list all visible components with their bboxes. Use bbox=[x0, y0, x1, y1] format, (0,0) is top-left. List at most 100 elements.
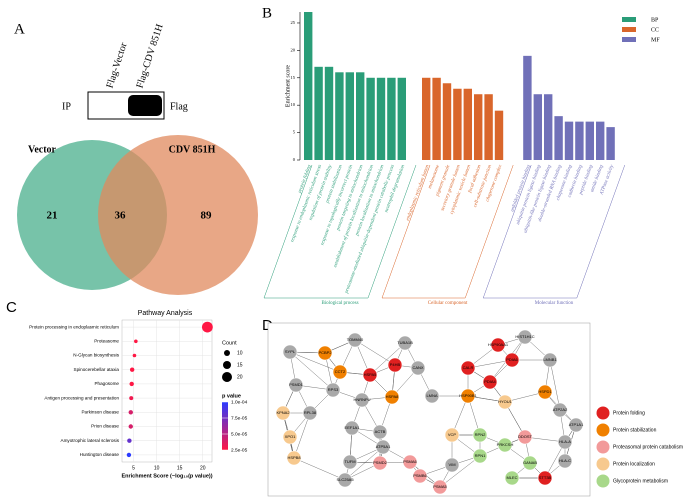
dot bbox=[129, 396, 134, 401]
node bbox=[557, 453, 573, 469]
y-tick-label: Antigen processing and presentation bbox=[44, 395, 119, 400]
y-tick-label: 0 bbox=[293, 157, 296, 162]
node bbox=[497, 394, 513, 410]
legend-label: 15 bbox=[237, 362, 243, 368]
x-tick-label: 5 bbox=[132, 465, 135, 471]
node bbox=[332, 364, 348, 380]
node bbox=[282, 344, 298, 360]
node bbox=[537, 384, 553, 400]
y-tick-label: Protein processing in endoplasmic reticu… bbox=[29, 324, 119, 329]
legend-title: Count bbox=[222, 340, 237, 346]
y-tick-label: Phagosome bbox=[94, 381, 119, 386]
edge bbox=[293, 457, 346, 481]
node-label: HYOU1 bbox=[498, 399, 513, 404]
node-label: TUBA1B bbox=[397, 340, 413, 345]
bar bbox=[463, 88, 472, 160]
node bbox=[397, 335, 413, 351]
legend-swatch bbox=[622, 17, 636, 22]
panel-letter: B bbox=[262, 5, 272, 21]
node-label: P4HB bbox=[390, 362, 401, 367]
dot bbox=[126, 452, 132, 458]
dot bbox=[129, 381, 134, 387]
node-label: RPN1 bbox=[475, 453, 486, 458]
x-tick-label: 20 bbox=[200, 465, 206, 471]
node bbox=[372, 455, 388, 471]
lane-label: Flag-Vector bbox=[105, 41, 130, 90]
legend-label: Proteasomal protein catabolism bbox=[613, 444, 683, 450]
node-label: VCP bbox=[448, 432, 457, 437]
node bbox=[504, 470, 520, 486]
lane-label: Flag-CDV 851H bbox=[135, 23, 166, 90]
node bbox=[387, 357, 403, 373]
bar bbox=[335, 72, 344, 160]
group-bracket bbox=[263, 164, 417, 299]
y-tick-label: Amyotrophic lateral sclerosis bbox=[61, 438, 120, 443]
node bbox=[337, 472, 353, 488]
node-label: ATP1A1 bbox=[569, 422, 584, 427]
node-label: HSPD1 bbox=[538, 389, 552, 394]
antibody-label: Flag bbox=[170, 101, 188, 112]
edge bbox=[344, 446, 384, 481]
bar bbox=[422, 77, 431, 160]
y-tick-label: N-Glycan biosynthesis bbox=[73, 353, 119, 358]
plot-bg bbox=[121, 319, 213, 463]
node-label: PDIA6 bbox=[506, 357, 518, 362]
node bbox=[375, 439, 391, 455]
node-label: ATP2A2 bbox=[553, 407, 568, 412]
bar bbox=[453, 88, 462, 160]
node-label: MLEC bbox=[506, 475, 517, 480]
node-label: HSPB8 bbox=[287, 455, 301, 460]
legend-label: Protein localization bbox=[613, 461, 655, 467]
bar bbox=[564, 121, 574, 160]
legend-title: p value bbox=[222, 393, 241, 399]
node-label: PSMD1 bbox=[289, 382, 304, 387]
legend-swatch bbox=[622, 27, 636, 32]
node-label: CANX bbox=[412, 365, 423, 370]
node bbox=[362, 367, 378, 383]
node bbox=[537, 470, 553, 486]
bar bbox=[442, 83, 452, 160]
y-tick-label: Proteasome bbox=[94, 339, 119, 344]
bar bbox=[585, 121, 594, 160]
bar bbox=[314, 66, 323, 160]
bar bbox=[544, 94, 553, 160]
node bbox=[472, 427, 488, 443]
node-label: STT3B bbox=[539, 475, 552, 480]
node-label: GANAB bbox=[523, 460, 537, 465]
panel-letter: C bbox=[6, 299, 17, 316]
bar bbox=[474, 94, 483, 160]
blot-band bbox=[128, 95, 162, 116]
bar bbox=[324, 66, 334, 160]
venn-set: CDV 851H bbox=[169, 144, 216, 155]
bar bbox=[376, 77, 386, 160]
edge bbox=[549, 359, 561, 411]
node-label: HLA-A bbox=[559, 439, 571, 444]
legend-dot bbox=[224, 350, 230, 356]
color-bar bbox=[222, 402, 228, 450]
node-label: PDIA4 bbox=[484, 379, 496, 384]
group-label: Cellular component bbox=[428, 301, 468, 306]
node bbox=[497, 437, 513, 453]
edge bbox=[354, 339, 396, 366]
node-label: LMNA bbox=[426, 393, 437, 398]
node-label: XPO1 bbox=[285, 434, 296, 439]
node-label: PSMD2 bbox=[373, 460, 388, 465]
node bbox=[542, 352, 558, 368]
venn-count: 36 bbox=[115, 210, 127, 222]
dot bbox=[129, 367, 135, 372]
bar bbox=[304, 12, 313, 160]
node bbox=[444, 457, 460, 473]
node bbox=[347, 332, 363, 348]
legend-label: CC bbox=[651, 27, 659, 33]
node-label: PRKCSH bbox=[497, 442, 514, 447]
y-tick-label: 5 bbox=[293, 130, 296, 135]
color-tick-label: 1.0e-04 bbox=[231, 399, 248, 405]
y-tick-label: 15 bbox=[291, 75, 296, 80]
bar bbox=[387, 77, 396, 160]
node bbox=[444, 427, 460, 443]
edge bbox=[289, 351, 341, 373]
node-label: SYPL bbox=[285, 349, 296, 354]
node-label: HSPA5 bbox=[364, 372, 378, 377]
x-tick-label: 10 bbox=[154, 465, 160, 471]
node bbox=[384, 389, 400, 405]
